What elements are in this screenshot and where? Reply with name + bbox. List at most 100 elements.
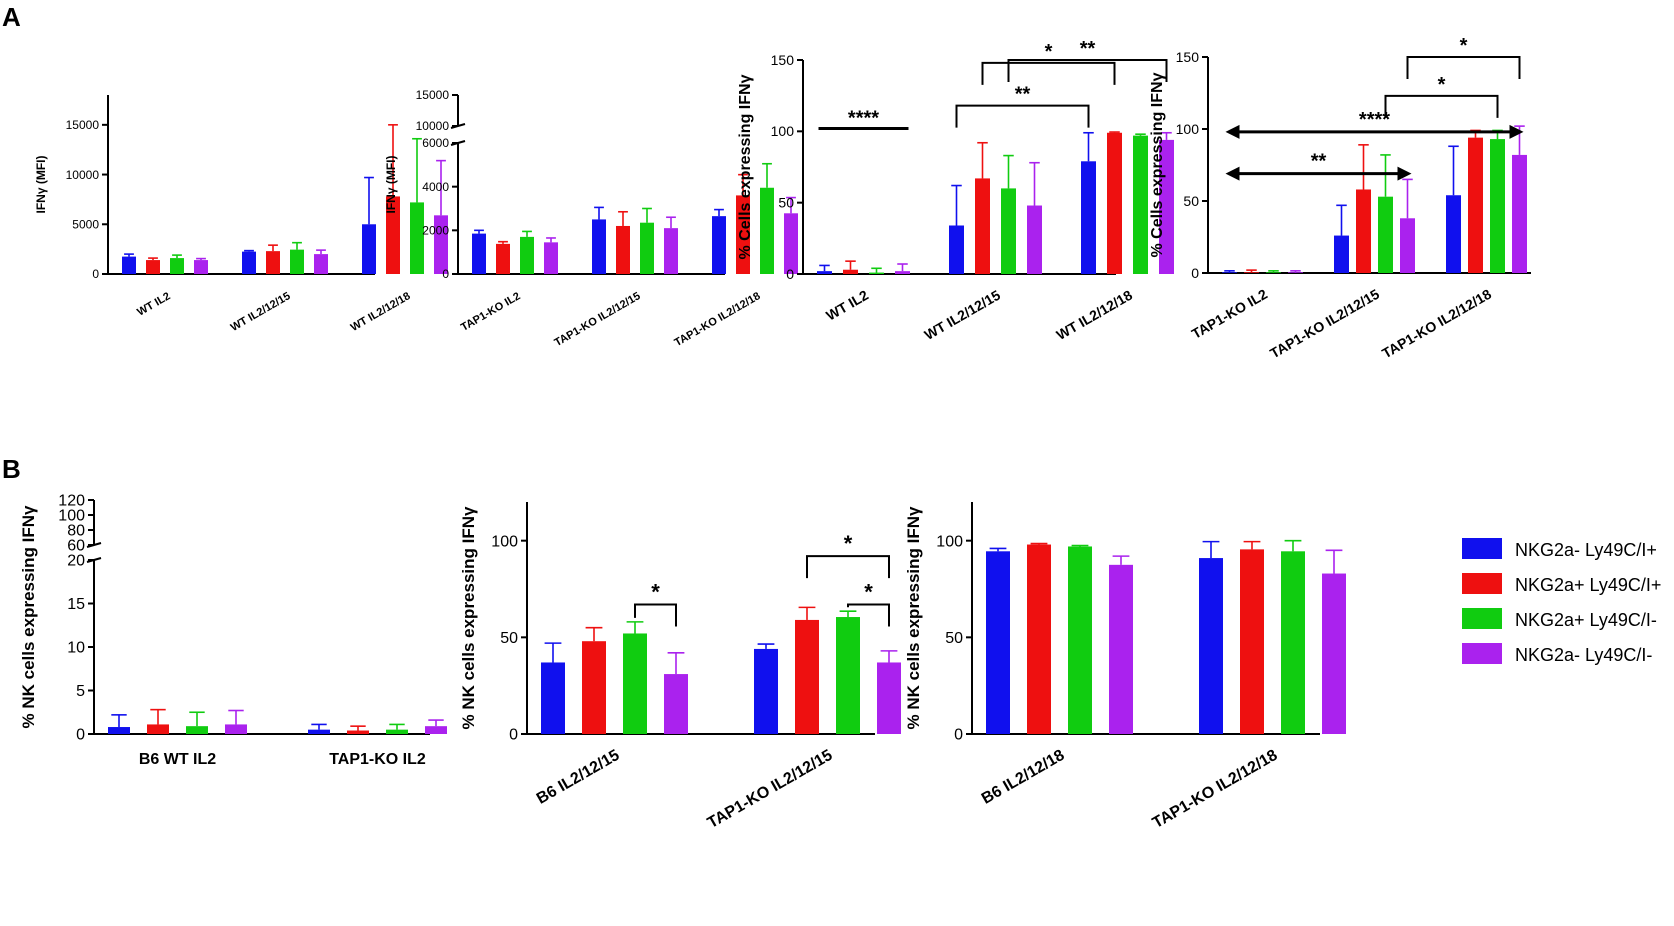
y-tick-label: 10000 [66,168,100,182]
bar [520,236,534,274]
category-label: TAP1-KO IL2 [329,751,426,768]
bar [434,215,448,274]
bar [754,648,778,734]
y-tick-label: 150 [771,52,795,68]
chart-b3-il2-12-18: 0 50 100 % NK cells expressing IFNγ B6 IL2/1… [904,502,1346,832]
y-tick-label: 150 [1176,49,1200,65]
bar [869,272,884,274]
category-label: TAP1-KO IL2/12/15 [552,290,642,349]
y-tick-label: 100 [1176,121,1200,137]
y-axis-label: % NK cells expressing IFNγ [459,506,478,730]
legend-swatch-3 [1462,608,1502,629]
y-tick-label: 0 [786,266,794,282]
y-tick-label: 50 [778,195,794,211]
bar [1288,272,1303,273]
bar [1222,272,1237,273]
category-label: TAP1-KO IL2/12/18 [1150,747,1281,832]
category-label: B6 IL2/12/18 [979,747,1068,808]
category-label: B6 WT IL2 [139,751,216,768]
chart-a3-percent-wt: 0 50 100 150 % Cells expressing IFNγ WT IL2 WT… [737,38,1174,343]
bar [1468,137,1483,273]
bar [1133,135,1148,274]
bar [1240,549,1264,734]
bar [640,222,654,274]
y-tick-label: 0 [1191,265,1199,281]
bar [544,242,558,274]
significance-label: * [1045,41,1053,63]
bar [1322,573,1346,734]
category-label: WT IL2/12/18 [349,290,413,334]
bar [1490,139,1505,273]
bar [986,551,1010,734]
y-tick-label: 0 [954,727,963,744]
axis-break-mark [86,557,102,563]
y-tick-label: 6000 [422,136,449,150]
y-tick-label: 4000 [422,180,449,194]
category-label: WT IL2/12/18 [1054,287,1136,343]
y-tick-label: 5000 [72,217,99,231]
bar [949,225,964,274]
bar [266,251,280,274]
bar [1356,189,1371,273]
bar [386,729,408,734]
arrow-head-right [1509,124,1524,139]
y-tick-label: 20 [67,553,85,570]
y-tick-label: 15000 [66,118,100,132]
chart-b2-il2-12-15: 0 50 100 % NK cells expressing IFNγ B6 IL2/1… [459,502,901,832]
bar [362,224,376,274]
significance-label: * [651,579,660,604]
category-label: TAP1-KO IL2/12/18 [672,290,762,349]
y-tick-label: 120 [58,493,85,510]
y-tick-label: 10000 [416,119,450,133]
bar [242,251,256,274]
legend: NKG2a- Ly49C/I+ NKG2a+ Ly49C/I+ NKG2a+ L… [1462,538,1661,665]
legend-swatch-2 [1462,573,1502,594]
significance-bracket [1384,94,1499,118]
bar [194,260,208,274]
significance-label: * [1438,74,1446,96]
significance-bracket [634,603,677,627]
legend-swatch-4 [1462,643,1502,664]
y-tick-label: 2000 [422,224,449,238]
bar [1159,139,1174,274]
bar [664,228,678,274]
y-axis-label: % Cells expressing IFNγ [1149,72,1166,257]
bar [784,213,798,274]
bar [736,195,750,274]
arrow-head-right [1397,166,1412,181]
bar [1378,196,1393,273]
arrow-head-left [1225,124,1240,139]
bar [1446,195,1461,273]
category-label: WT IL2/12/15 [229,290,293,334]
bar [1107,132,1122,274]
y-tick-label: 0 [92,267,99,281]
bar [425,726,447,734]
bar [108,727,130,734]
bar [582,641,606,734]
y-tick-label: 50 [945,630,963,647]
y-tick-label: 0 [76,727,85,744]
bar [541,662,565,734]
y-axis-label: % NK cells expressing IFNγ [19,505,38,729]
bar [975,178,990,274]
axis-break-mark [450,140,466,146]
bar [308,729,330,734]
significance-label: ** [1311,151,1327,173]
bar [1199,558,1223,734]
bar [314,254,328,274]
bar [895,271,910,274]
legend-swatch-1 [1462,538,1502,559]
bar [386,196,400,274]
category-label: TAP1-KO IL2/12/18 [1379,286,1494,362]
bar [1081,161,1096,274]
legend-label-1: NKG2a- Ly49C/I+ [1515,540,1657,560]
category-label: WT IL2/12/15 [922,287,1004,343]
y-axis-label: IFNγ (MFI) [384,156,398,214]
significance-bracket [1406,56,1521,79]
bar [1068,546,1092,734]
bar [877,662,901,734]
bar [1512,154,1527,273]
y-tick-label: 15000 [416,88,450,102]
bar [795,619,819,734]
y-tick-label: 100 [771,123,795,139]
